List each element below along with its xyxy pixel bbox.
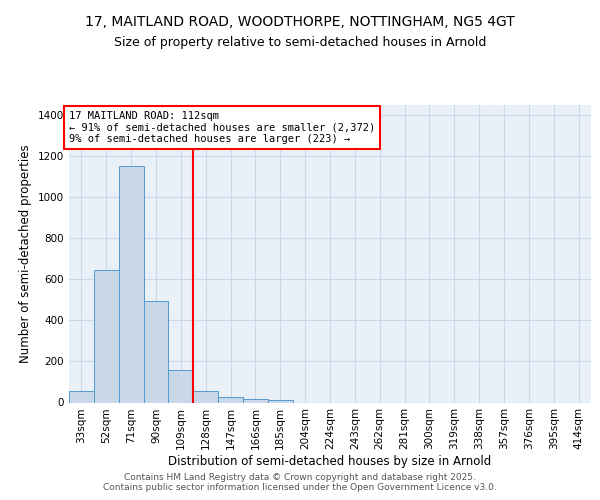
Text: 17, MAITLAND ROAD, WOODTHORPE, NOTTINGHAM, NG5 4GT: 17, MAITLAND ROAD, WOODTHORPE, NOTTINGHA… (85, 16, 515, 30)
Text: Size of property relative to semi-detached houses in Arnold: Size of property relative to semi-detach… (114, 36, 486, 49)
Bar (69, 391, 94, 402)
Bar (218, 397, 243, 402)
Bar (193, 391, 218, 402)
Text: 17 MAITLAND ROAD: 112sqm
← 91% of semi-detached houses are smaller (2,372)
9% of: 17 MAITLAND ROAD: 112sqm ← 91% of semi-d… (69, 111, 375, 144)
Bar (243, 400, 268, 402)
Bar (94, 270, 119, 402)
Bar (169, 370, 193, 402)
Y-axis label: Number of semi-detached properties: Number of semi-detached properties (19, 144, 32, 363)
X-axis label: Distribution of semi-detached houses by size in Arnold: Distribution of semi-detached houses by … (169, 455, 491, 468)
Bar (119, 166, 143, 402)
Text: Contains HM Land Registry data © Crown copyright and database right 2025.
Contai: Contains HM Land Registry data © Crown c… (103, 473, 497, 492)
Bar (268, 400, 293, 402)
Bar (143, 300, 169, 402)
